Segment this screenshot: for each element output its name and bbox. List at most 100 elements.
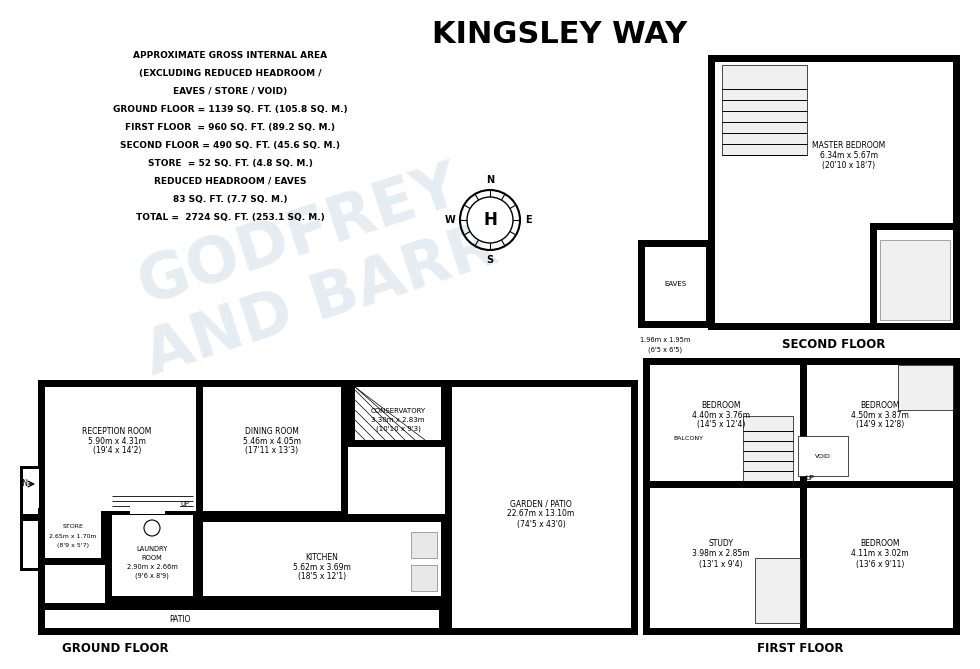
- Text: 22.67m x 13.10m: 22.67m x 13.10m: [508, 510, 574, 518]
- Bar: [645, 247, 706, 321]
- Bar: [643, 358, 960, 635]
- Text: 4.50m x 3.87m: 4.50m x 3.87m: [851, 411, 908, 419]
- Bar: [38, 603, 446, 635]
- Text: BALCONY: BALCONY: [673, 436, 703, 440]
- Bar: [38, 490, 108, 565]
- Bar: [411, 565, 437, 591]
- Text: GROUND FLOOR = 1139 SQ. FT. (105.8 SQ. M.): GROUND FLOOR = 1139 SQ. FT. (105.8 SQ. M…: [113, 104, 347, 114]
- Text: (18'5 x 12'1): (18'5 x 12'1): [298, 573, 346, 581]
- Text: (74'5 x 43'0): (74'5 x 43'0): [516, 520, 565, 529]
- Text: 3.30m x 2.83m: 3.30m x 2.83m: [371, 417, 424, 423]
- Text: REDUCED HEADROOM / EAVES: REDUCED HEADROOM / EAVES: [154, 177, 307, 185]
- Text: BEDROOM: BEDROOM: [702, 401, 741, 409]
- Text: 4.40m x 3.76m: 4.40m x 3.76m: [692, 411, 750, 419]
- Bar: [23, 516, 39, 568]
- Bar: [348, 380, 448, 447]
- Text: UP: UP: [180, 501, 189, 507]
- Bar: [870, 223, 877, 330]
- Text: 1.96m x 1.95m: 1.96m x 1.95m: [640, 337, 690, 343]
- Bar: [355, 387, 441, 440]
- Text: (EXCLUDING REDUCED HEADROOM /: (EXCLUDING REDUCED HEADROOM /: [139, 68, 321, 78]
- Bar: [800, 358, 807, 635]
- Text: STORE  = 52 SQ. FT. (4.8 SQ. M.): STORE = 52 SQ. FT. (4.8 SQ. M.): [148, 159, 313, 167]
- Text: E: E: [525, 215, 531, 225]
- Text: (10'10 x 9'3): (10'10 x 9'3): [375, 425, 420, 432]
- Bar: [38, 380, 348, 518]
- Text: SECOND FLOOR = 490 SQ. FT. (45.6 SQ. M.): SECOND FLOOR = 490 SQ. FT. (45.6 SQ. M.): [120, 140, 340, 149]
- Text: STUDY: STUDY: [709, 539, 733, 549]
- Bar: [20, 466, 42, 521]
- Bar: [196, 514, 448, 521]
- Bar: [38, 508, 45, 603]
- Bar: [445, 380, 638, 635]
- Circle shape: [467, 197, 513, 243]
- Text: VOID: VOID: [815, 454, 831, 458]
- Bar: [196, 515, 448, 603]
- Bar: [722, 65, 807, 155]
- Bar: [743, 416, 793, 481]
- Bar: [755, 558, 800, 623]
- Text: FIRST FLOOR: FIRST FLOOR: [757, 642, 843, 656]
- Text: (8'9 x 5'7): (8'9 x 5'7): [57, 543, 89, 547]
- Bar: [638, 240, 713, 328]
- Bar: [45, 497, 101, 558]
- Bar: [452, 387, 631, 628]
- Text: ROOM: ROOM: [142, 555, 163, 561]
- Bar: [898, 365, 953, 410]
- Bar: [112, 495, 193, 511]
- Bar: [130, 505, 165, 514]
- Text: 3.98m x 2.85m: 3.98m x 2.85m: [692, 549, 750, 559]
- Text: (14'9 x 12'8): (14'9 x 12'8): [856, 421, 905, 429]
- Text: LAUNDRY: LAUNDRY: [136, 546, 168, 552]
- Bar: [45, 610, 439, 628]
- Text: 2.65m x 1.70m: 2.65m x 1.70m: [49, 533, 97, 539]
- Text: 5.90m x 4.31m: 5.90m x 4.31m: [88, 436, 146, 446]
- Text: (19'4 x 14'2): (19'4 x 14'2): [93, 446, 141, 456]
- Text: SECOND FLOOR: SECOND FLOOR: [782, 337, 886, 351]
- Bar: [20, 513, 42, 571]
- Bar: [650, 365, 953, 628]
- Bar: [715, 62, 953, 323]
- Text: RECEPTION ROOM: RECEPTION ROOM: [82, 427, 152, 436]
- Text: GARDEN / PATIO: GARDEN / PATIO: [511, 500, 572, 508]
- Text: 4.11m x 3.02m: 4.11m x 3.02m: [852, 549, 908, 559]
- Text: EAVES / STORE / VOID): EAVES / STORE / VOID): [172, 86, 287, 96]
- Bar: [880, 240, 950, 320]
- Text: TOTAL =  2724 SQ. FT. (253.1 SQ. M.): TOTAL = 2724 SQ. FT. (253.1 SQ. M.): [135, 213, 324, 221]
- Bar: [45, 387, 341, 511]
- Text: EAVES: EAVES: [663, 281, 686, 287]
- Bar: [150, 503, 180, 511]
- Bar: [411, 532, 437, 558]
- Text: 5.62m x 3.69m: 5.62m x 3.69m: [293, 563, 351, 571]
- Text: (6'5 x 6'5): (6'5 x 6'5): [648, 347, 682, 353]
- Text: UP: UP: [806, 475, 814, 481]
- Bar: [20, 514, 38, 521]
- Text: MASTER BEDROOM: MASTER BEDROOM: [812, 140, 886, 149]
- Text: 6.34m x 5.67m: 6.34m x 5.67m: [820, 151, 878, 159]
- Text: (13'1 x 9'4): (13'1 x 9'4): [699, 559, 743, 569]
- Text: BEDROOM: BEDROOM: [860, 401, 900, 409]
- Text: KINGSLEY WAY: KINGSLEY WAY: [432, 19, 688, 48]
- Text: GODFREY
AND BARR: GODFREY AND BARR: [116, 151, 505, 387]
- Bar: [23, 469, 39, 518]
- Text: 5.46m x 4.05m: 5.46m x 4.05m: [243, 436, 301, 446]
- Text: S: S: [486, 255, 494, 265]
- Text: (20'10 x 18'7): (20'10 x 18'7): [822, 161, 875, 169]
- Text: FIRST FLOOR  = 960 SQ. FT. (89.2 SQ. M.): FIRST FLOOR = 960 SQ. FT. (89.2 SQ. M.): [125, 122, 335, 132]
- Text: KITCHEN: KITCHEN: [306, 553, 338, 561]
- Text: STORE: STORE: [63, 524, 83, 529]
- Bar: [708, 55, 960, 330]
- Text: BEDROOM: BEDROOM: [860, 539, 900, 549]
- Bar: [196, 380, 203, 518]
- Text: N: N: [486, 175, 494, 185]
- Text: H: H: [483, 211, 497, 229]
- Text: CONSERVATORY: CONSERVATORY: [370, 408, 425, 414]
- Text: PATIO: PATIO: [170, 615, 191, 624]
- Bar: [203, 522, 441, 596]
- Text: APPROXIMATE GROSS INTERNAL AREA: APPROXIMATE GROSS INTERNAL AREA: [133, 50, 327, 60]
- Text: (13'6 x 9'11): (13'6 x 9'11): [856, 559, 905, 569]
- Text: (14'5 x 12'4): (14'5 x 12'4): [697, 421, 745, 429]
- Bar: [798, 436, 848, 476]
- Text: W: W: [444, 215, 455, 225]
- Bar: [105, 508, 200, 603]
